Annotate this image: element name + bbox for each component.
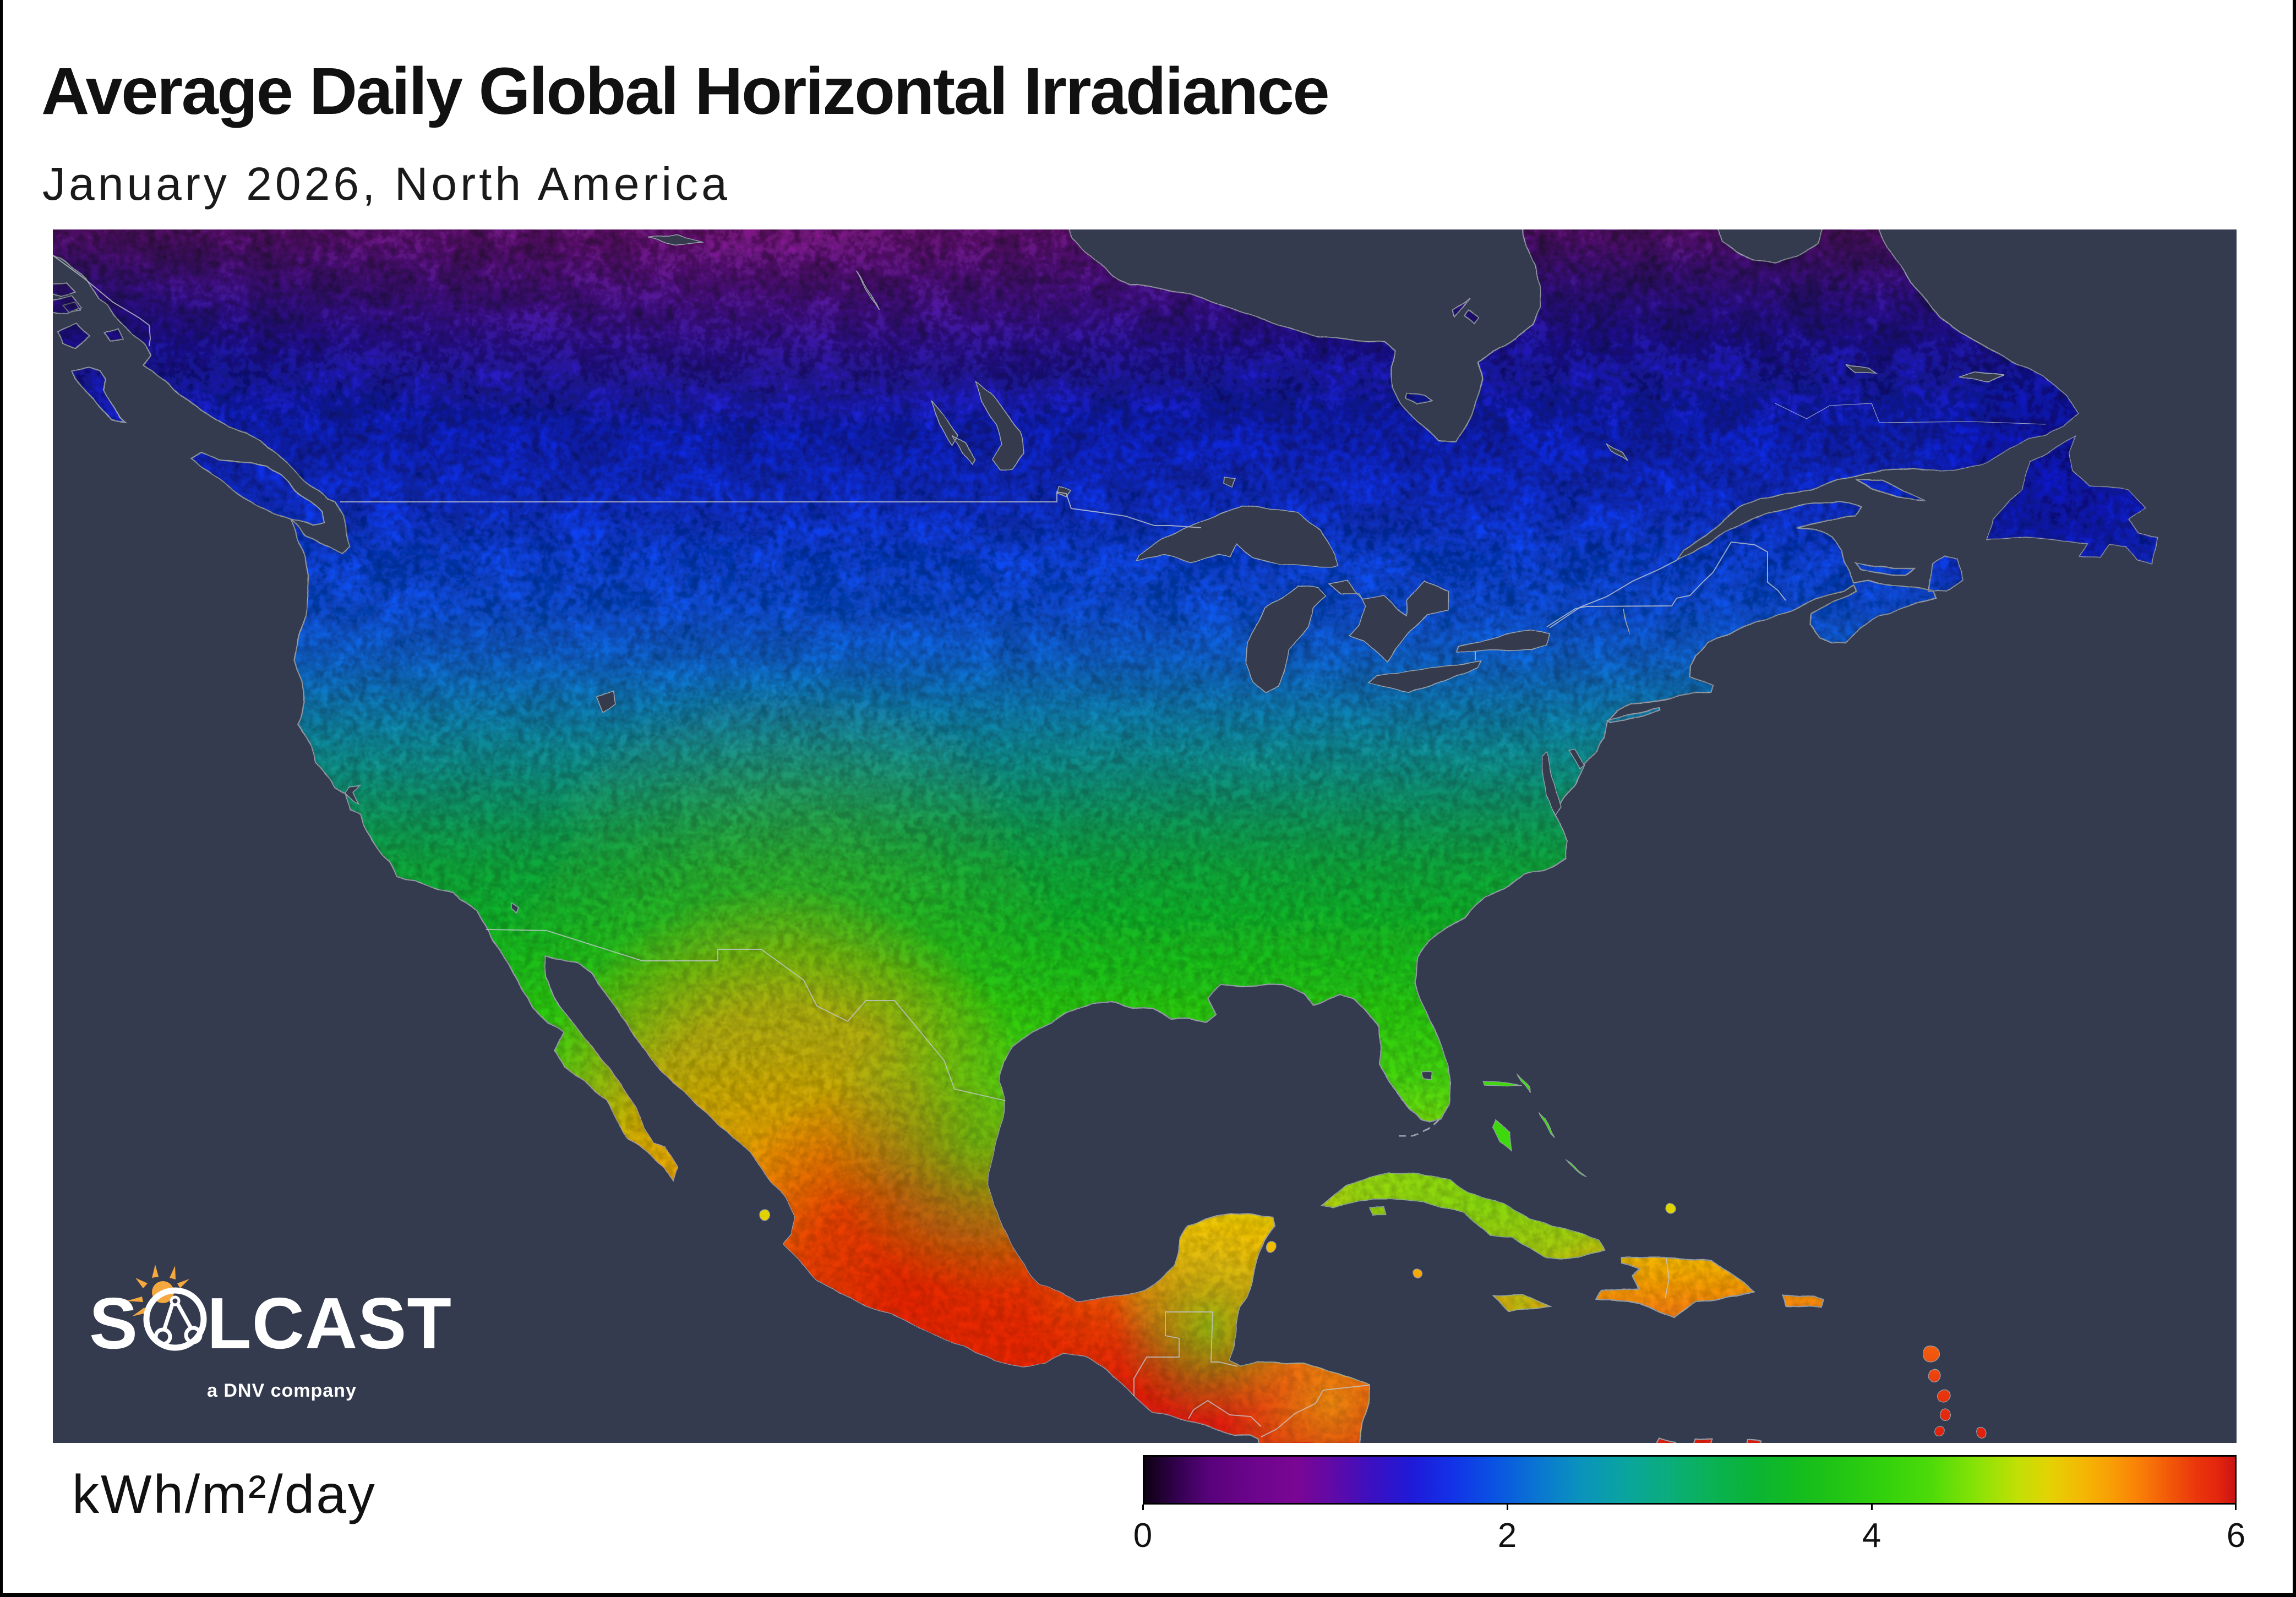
svg-text:S: S — [89, 1283, 138, 1364]
svg-text:LCAST: LCAST — [207, 1283, 452, 1364]
svg-text:a DNV company: a DNV company — [207, 1380, 357, 1401]
